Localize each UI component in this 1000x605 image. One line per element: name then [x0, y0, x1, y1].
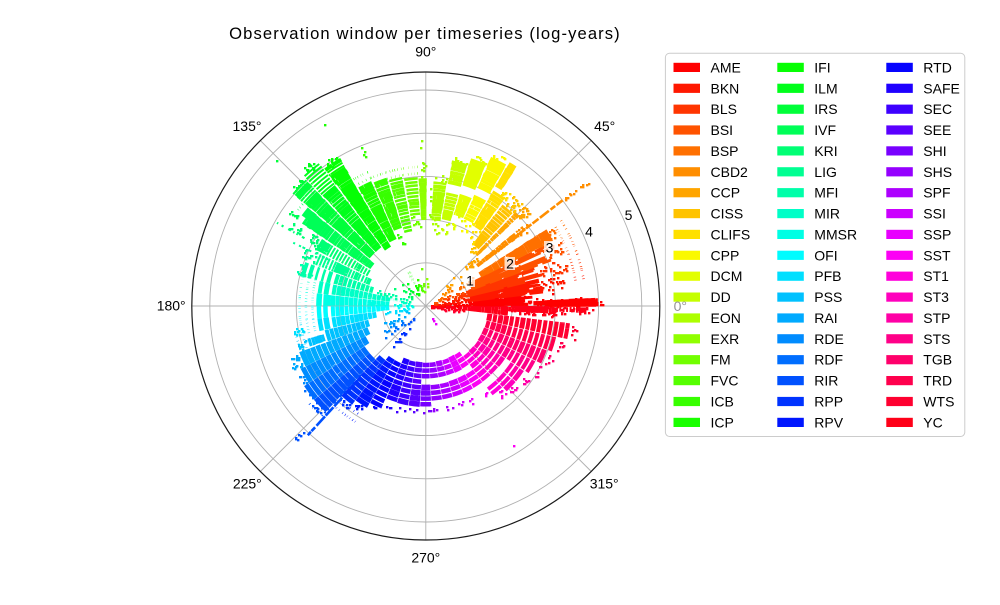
svg-text:BLS: BLS	[711, 101, 737, 117]
svg-text:SEC: SEC	[923, 101, 952, 117]
svg-text:WTS: WTS	[923, 394, 954, 410]
svg-text:CCP: CCP	[711, 185, 741, 201]
svg-text:SSI: SSI	[923, 206, 946, 222]
svg-text:135°: 135°	[233, 118, 262, 134]
svg-text:CBD2: CBD2	[711, 164, 749, 180]
svg-text:RPP: RPP	[814, 394, 843, 410]
svg-text:KRI: KRI	[814, 143, 837, 159]
svg-text:EON: EON	[711, 310, 741, 326]
svg-text:4: 4	[585, 224, 593, 240]
svg-text:MFI: MFI	[814, 185, 838, 201]
svg-text:ICP: ICP	[711, 414, 734, 430]
svg-text:270°: 270°	[411, 550, 440, 566]
svg-text:RDE: RDE	[814, 331, 844, 347]
svg-text:DD: DD	[711, 289, 731, 305]
svg-text:EXR: EXR	[711, 331, 740, 347]
svg-text:RTD: RTD	[923, 59, 952, 75]
svg-text:RPV: RPV	[814, 414, 843, 430]
svg-text:OFI: OFI	[814, 247, 837, 263]
svg-text:BSP: BSP	[711, 143, 739, 159]
svg-text:ICB: ICB	[711, 394, 734, 410]
svg-text:IFI: IFI	[814, 59, 830, 75]
svg-text:0°: 0°	[674, 298, 687, 314]
svg-text:SPF: SPF	[923, 185, 950, 201]
svg-text:LIG: LIG	[814, 164, 837, 180]
svg-text:FVC: FVC	[711, 373, 739, 389]
svg-text:ST3: ST3	[923, 289, 949, 305]
svg-text:PSS: PSS	[814, 289, 842, 305]
svg-text:RAI: RAI	[814, 310, 837, 326]
svg-text:5: 5	[625, 207, 633, 223]
svg-text:90°: 90°	[415, 44, 436, 60]
svg-text:IRS: IRS	[814, 101, 837, 117]
svg-text:AME: AME	[711, 59, 741, 75]
svg-text:SHI: SHI	[923, 143, 946, 159]
svg-text:45°: 45°	[594, 118, 615, 134]
svg-text:SSP: SSP	[923, 226, 951, 242]
svg-text:MIR: MIR	[814, 206, 840, 222]
svg-text:315°: 315°	[590, 476, 619, 492]
svg-text:SAFE: SAFE	[923, 80, 960, 96]
svg-text:FM: FM	[711, 352, 731, 368]
svg-text:SEE: SEE	[923, 122, 951, 138]
svg-text:2: 2	[506, 256, 514, 272]
svg-text:TRD: TRD	[923, 373, 952, 389]
svg-text:TGB: TGB	[923, 352, 952, 368]
svg-text:180°: 180°	[157, 298, 186, 314]
svg-text:ILM: ILM	[814, 80, 837, 96]
svg-text:PFB: PFB	[814, 268, 841, 284]
svg-text:ST1: ST1	[923, 268, 949, 284]
svg-text:YC: YC	[923, 414, 942, 430]
svg-text:CLIFS: CLIFS	[711, 226, 751, 242]
svg-text:SST: SST	[923, 247, 951, 263]
svg-text:STS: STS	[923, 331, 950, 347]
svg-text:MMSR: MMSR	[814, 226, 857, 242]
svg-text:RIR: RIR	[814, 373, 838, 389]
svg-text:225°: 225°	[233, 476, 262, 492]
svg-text:IVF: IVF	[814, 122, 836, 138]
svg-text:SHS: SHS	[923, 164, 952, 180]
svg-text:CPP: CPP	[711, 247, 740, 263]
svg-text:1: 1	[466, 273, 474, 289]
svg-text:3: 3	[546, 240, 554, 256]
svg-text:STP: STP	[923, 310, 950, 326]
svg-text:RDF: RDF	[814, 352, 843, 368]
svg-text:BSI: BSI	[711, 122, 734, 138]
svg-text:DCM: DCM	[711, 268, 743, 284]
svg-text:Observation window per timeser: Observation window per timeseries (log-y…	[229, 24, 621, 43]
svg-text:CISS: CISS	[711, 206, 744, 222]
svg-text:BKN: BKN	[711, 80, 740, 96]
